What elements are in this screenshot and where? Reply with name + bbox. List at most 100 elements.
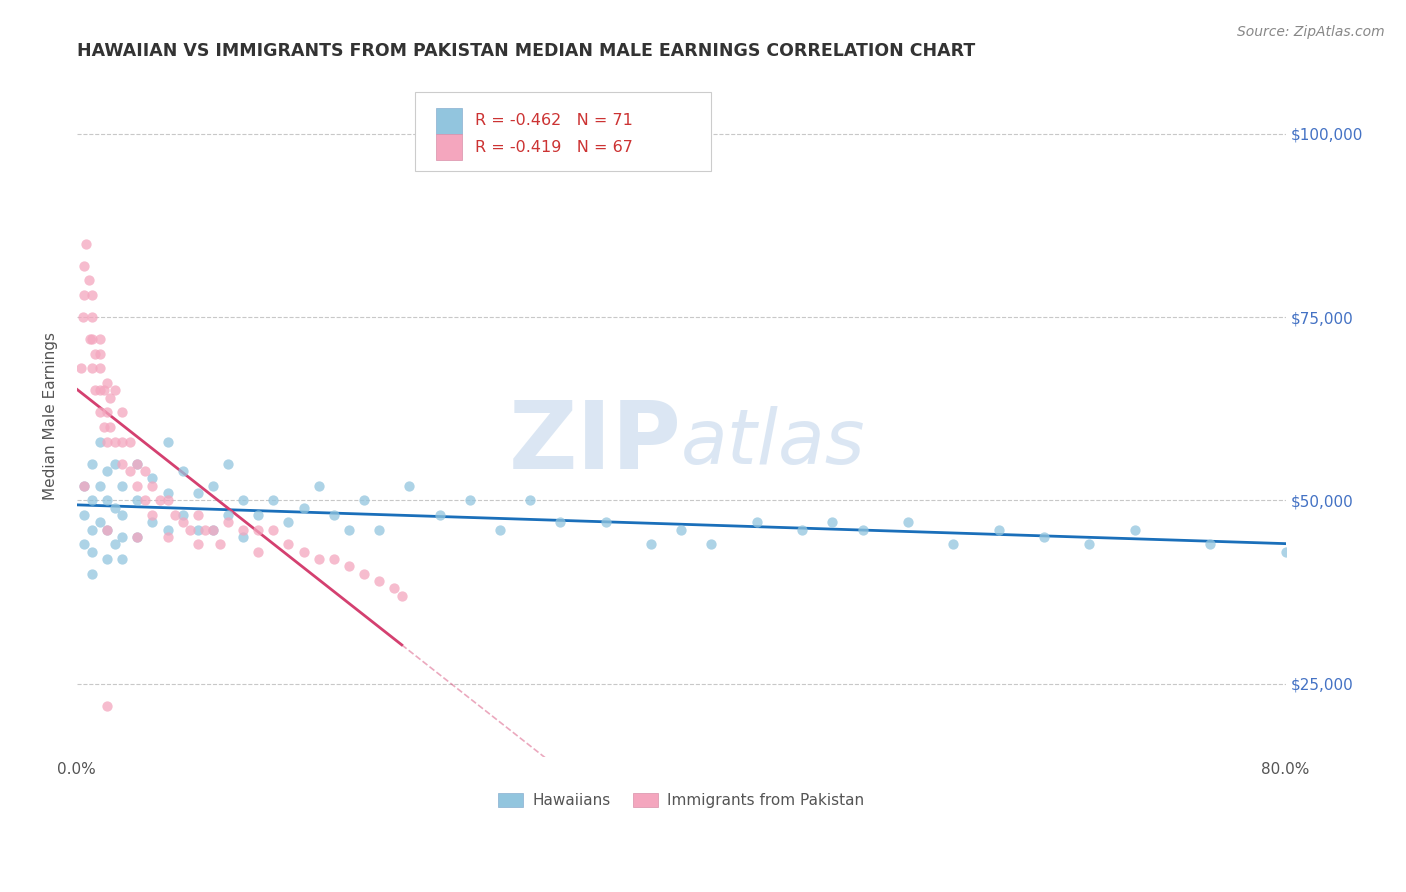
Point	[247, 523, 270, 537]
Point	[209, 537, 232, 551]
Point	[118, 464, 141, 478]
Point	[217, 508, 239, 522]
Point	[165, 508, 187, 522]
Point	[368, 574, 391, 588]
Point	[141, 479, 163, 493]
Point	[89, 479, 111, 493]
Point	[80, 288, 103, 302]
Point	[897, 516, 920, 530]
Point	[127, 493, 149, 508]
Point	[187, 508, 209, 522]
Point	[104, 457, 127, 471]
Point	[73, 508, 96, 522]
Point	[277, 537, 299, 551]
Point	[96, 493, 118, 508]
Point	[201, 523, 224, 537]
Point	[262, 523, 284, 537]
Point	[353, 493, 375, 508]
Point	[77, 273, 100, 287]
Point	[73, 288, 96, 302]
Point	[93, 420, 115, 434]
Point	[987, 523, 1010, 537]
Point	[232, 523, 254, 537]
Point	[96, 552, 118, 566]
Point	[398, 479, 420, 493]
Point	[172, 508, 194, 522]
Text: Source: ZipAtlas.com: Source: ZipAtlas.com	[1237, 25, 1385, 39]
Point	[247, 544, 270, 558]
Point	[353, 566, 375, 581]
Point	[141, 471, 163, 485]
Point	[96, 464, 118, 478]
Point	[104, 537, 127, 551]
Point	[156, 523, 179, 537]
Point	[700, 537, 723, 551]
Point	[80, 457, 103, 471]
Point	[1078, 537, 1101, 551]
Point	[217, 516, 239, 530]
Point	[79, 332, 101, 346]
Point	[111, 479, 134, 493]
Point	[80, 523, 103, 537]
Point	[391, 589, 413, 603]
Point	[156, 486, 179, 500]
Point	[73, 479, 96, 493]
Point	[429, 508, 451, 522]
Point	[89, 434, 111, 449]
Point	[382, 582, 405, 596]
Point	[127, 530, 149, 544]
Point	[337, 559, 360, 574]
Point	[89, 384, 111, 398]
Point	[187, 537, 209, 551]
Point	[134, 464, 156, 478]
Point	[134, 493, 156, 508]
Bar	[436, 134, 463, 161]
Point	[262, 493, 284, 508]
Point	[118, 434, 141, 449]
Point	[156, 493, 179, 508]
Point	[89, 361, 111, 376]
Point	[104, 384, 127, 398]
Point	[89, 347, 111, 361]
Point	[851, 523, 873, 537]
Point	[217, 457, 239, 471]
Point	[1274, 544, 1296, 558]
Point	[111, 434, 134, 449]
Point	[73, 537, 96, 551]
Point	[98, 391, 121, 405]
Point	[111, 508, 134, 522]
Point	[156, 530, 179, 544]
Legend: Hawaiians, Immigrants from Pakistan: Hawaiians, Immigrants from Pakistan	[492, 787, 870, 814]
Point	[232, 530, 254, 544]
Point	[201, 523, 224, 537]
Y-axis label: Median Male Earnings: Median Male Earnings	[44, 332, 58, 500]
Point	[489, 523, 512, 537]
Text: HAWAIIAN VS IMMIGRANTS FROM PAKISTAN MEDIAN MALE EARNINGS CORRELATION CHART: HAWAIIAN VS IMMIGRANTS FROM PAKISTAN MED…	[77, 42, 976, 60]
Point	[194, 523, 217, 537]
Point	[96, 698, 118, 713]
Point	[72, 310, 94, 325]
Text: ZIP: ZIP	[509, 397, 682, 490]
Point	[308, 552, 330, 566]
Point	[84, 384, 107, 398]
Point	[111, 530, 134, 544]
Point	[80, 310, 103, 325]
Point	[127, 457, 149, 471]
Point	[337, 523, 360, 537]
Point	[368, 523, 391, 537]
Point	[792, 523, 814, 537]
Point	[96, 405, 118, 419]
Point	[519, 493, 541, 508]
Point	[111, 552, 134, 566]
Point	[80, 566, 103, 581]
Point	[141, 508, 163, 522]
Point	[89, 332, 111, 346]
Point	[111, 457, 134, 471]
Point	[172, 516, 194, 530]
Point	[179, 523, 201, 537]
Point	[745, 516, 768, 530]
Point	[80, 332, 103, 346]
Point	[187, 523, 209, 537]
Point	[595, 516, 617, 530]
Text: atlas: atlas	[682, 407, 866, 481]
